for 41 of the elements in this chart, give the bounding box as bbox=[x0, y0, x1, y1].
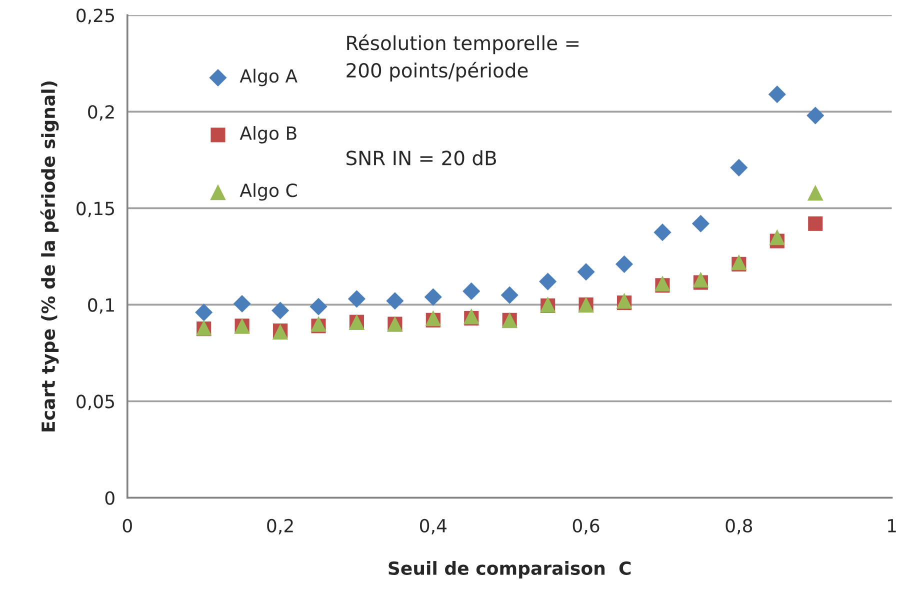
x-tick-label: 0,2 bbox=[267, 518, 293, 534]
point bbox=[615, 255, 634, 273]
legend-label: Algo B bbox=[240, 126, 296, 144]
x-axis-title: Seuil de comparaison C bbox=[388, 561, 631, 579]
point bbox=[348, 290, 366, 308]
point bbox=[539, 272, 557, 290]
annotation: SNR IN = 20 dB bbox=[346, 150, 496, 166]
point bbox=[807, 184, 824, 201]
y-tick-label: 0,25 bbox=[76, 8, 114, 24]
point bbox=[310, 298, 328, 316]
y-axis-title: Ecart type (% de la période signal) bbox=[40, 81, 59, 432]
point bbox=[730, 158, 748, 176]
point bbox=[769, 229, 786, 246]
point bbox=[692, 214, 710, 232]
x-tick-label: 0,8 bbox=[726, 518, 752, 534]
point bbox=[768, 86, 786, 104]
y-tick-label: 0,15 bbox=[76, 202, 114, 218]
point bbox=[692, 272, 709, 288]
point bbox=[233, 294, 251, 313]
point bbox=[616, 292, 632, 309]
legend-label: Algo A bbox=[240, 68, 298, 86]
x-tick-label: 0 bbox=[122, 518, 132, 533]
y-tick-label: 0,1 bbox=[88, 298, 114, 314]
y-tick-label: 0,2 bbox=[88, 105, 114, 121]
x-tick-label: 0,4 bbox=[420, 518, 447, 534]
point bbox=[386, 292, 404, 310]
point bbox=[806, 106, 824, 124]
point bbox=[654, 224, 672, 242]
point bbox=[808, 216, 823, 231]
annotation: Résolution temporelle = 200 points/période bbox=[346, 34, 578, 82]
x-tick-label: 0,6 bbox=[572, 518, 600, 534]
legend-label: Algo C bbox=[240, 183, 297, 201]
x-tick-label: 1 bbox=[888, 519, 896, 532]
point bbox=[577, 263, 595, 281]
point bbox=[500, 286, 518, 304]
point bbox=[195, 304, 213, 322]
point bbox=[271, 302, 290, 320]
point bbox=[424, 288, 442, 306]
y-tick-label: 0 bbox=[105, 491, 114, 505]
point bbox=[462, 282, 480, 300]
y-tick-label: 0,05 bbox=[76, 394, 114, 410]
